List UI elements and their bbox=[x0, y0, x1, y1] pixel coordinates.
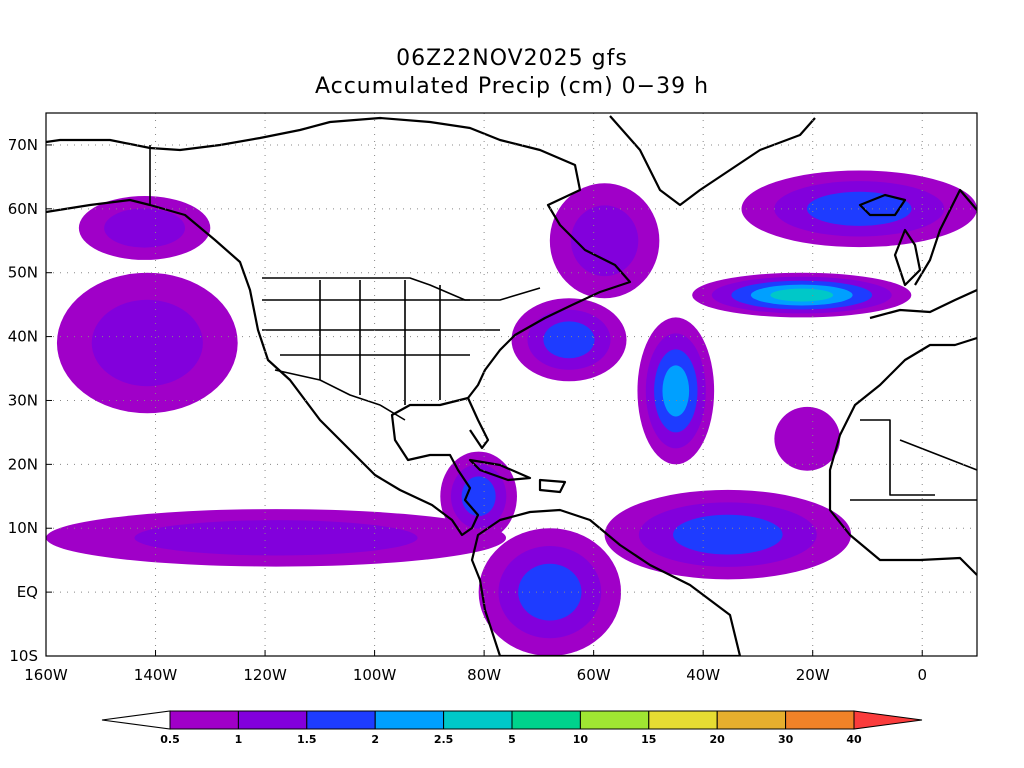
colorbar-box bbox=[443, 710, 513, 730]
x-tick-label: 160W bbox=[24, 666, 68, 684]
y-tick-label: 20N bbox=[8, 455, 38, 473]
colorbar-box bbox=[785, 710, 855, 730]
precip-north-atlantic-jet bbox=[770, 288, 834, 302]
colorbar-box bbox=[306, 710, 376, 730]
british-isles-coast bbox=[893, 228, 922, 287]
axis-ticks: 160W 140W 120W 100W 80W 60W 40W 20W 0 70N 60N 50N 40… bbox=[8, 136, 927, 684]
precip-south-america bbox=[518, 563, 582, 621]
coastlines bbox=[46, 115, 977, 656]
x-tick-label: 40W bbox=[686, 666, 720, 684]
y-tick-label: 40N bbox=[8, 328, 38, 346]
map-subtitle: Accumulated Precip (cm) 0−39 h bbox=[314, 74, 710, 99]
colorbar-label: 15 bbox=[641, 733, 656, 746]
y-tick-label: 50N bbox=[8, 264, 38, 282]
colorbar-box bbox=[237, 710, 308, 730]
colorbar-label: 2.5 bbox=[434, 733, 454, 746]
precip-northeast-pacific-band bbox=[91, 299, 203, 387]
africa-coast bbox=[828, 336, 977, 576]
colorbar-label: 10 bbox=[573, 733, 589, 746]
y-tick-label: 10S bbox=[9, 647, 38, 665]
colorbar-high-extend bbox=[853, 710, 923, 730]
us-mexico-border bbox=[274, 369, 406, 421]
plot-frame bbox=[45, 112, 978, 657]
colorbar-label: 0.5 bbox=[160, 733, 180, 746]
colorbar-label: 2 bbox=[371, 733, 379, 746]
us-state-lines bbox=[262, 280, 500, 405]
y-tick-label: 60N bbox=[8, 200, 38, 218]
colorbar-label: 30 bbox=[778, 733, 794, 746]
map-title: 06Z22NOV2025 gfs bbox=[396, 46, 628, 71]
west-africa-borders bbox=[850, 419, 977, 501]
precip-labrador-sea bbox=[570, 205, 639, 277]
iceland-coast bbox=[858, 193, 907, 217]
colorbar-label: 5 bbox=[508, 733, 516, 746]
south-america-coast bbox=[470, 508, 742, 656]
colorbar-label: 20 bbox=[710, 733, 726, 746]
europe-coast bbox=[869, 188, 977, 320]
x-tick-label: 20W bbox=[796, 666, 830, 684]
y-tick-label: 70N bbox=[8, 136, 38, 154]
florida-coast bbox=[466, 397, 490, 450]
colorbar-box bbox=[648, 710, 718, 730]
colorbar-label: 1.5 bbox=[297, 733, 317, 746]
y-tick-label: 30N bbox=[8, 391, 38, 409]
precip-itcz-east-pacific bbox=[134, 520, 418, 556]
precip-mid-atlantic-frontal-band bbox=[662, 365, 690, 417]
colorbar: 0.5 1 1.5 2 2.5 5 10 15 20 30 40 bbox=[101, 710, 923, 746]
hispaniola-coast bbox=[538, 478, 567, 494]
precip-itcz-atlantic bbox=[673, 514, 783, 555]
precip-field bbox=[46, 170, 977, 656]
north-america-coast bbox=[46, 116, 632, 537]
precip-gulf-of-alaska bbox=[104, 208, 186, 248]
x-tick-label: 100W bbox=[353, 666, 397, 684]
colorbar-label: 40 bbox=[846, 733, 862, 746]
colorbar-box bbox=[716, 710, 787, 730]
x-tick-label: 140W bbox=[134, 666, 178, 684]
us-canada-border bbox=[262, 277, 541, 301]
x-tick-label: 80W bbox=[467, 666, 501, 684]
x-tick-label: 120W bbox=[243, 666, 287, 684]
greenland-coast bbox=[609, 115, 816, 207]
y-tick-label: EQ bbox=[17, 583, 38, 601]
colorbar-low-extend bbox=[101, 710, 171, 730]
x-tick-label: 0 bbox=[917, 666, 927, 684]
y-tick-label: 10N bbox=[8, 519, 38, 537]
precip-west-africa-offshore bbox=[774, 406, 841, 471]
colorbar-box bbox=[579, 710, 650, 730]
precip-us-east-coast-band bbox=[543, 321, 595, 359]
x-tick-label: 60W bbox=[577, 666, 611, 684]
colorbar-label: 1 bbox=[235, 733, 243, 746]
colorbar-box bbox=[511, 710, 581, 730]
colorbar-box bbox=[169, 710, 239, 730]
precip-iceland-uk bbox=[806, 191, 912, 226]
colorbar-box bbox=[374, 710, 445, 730]
